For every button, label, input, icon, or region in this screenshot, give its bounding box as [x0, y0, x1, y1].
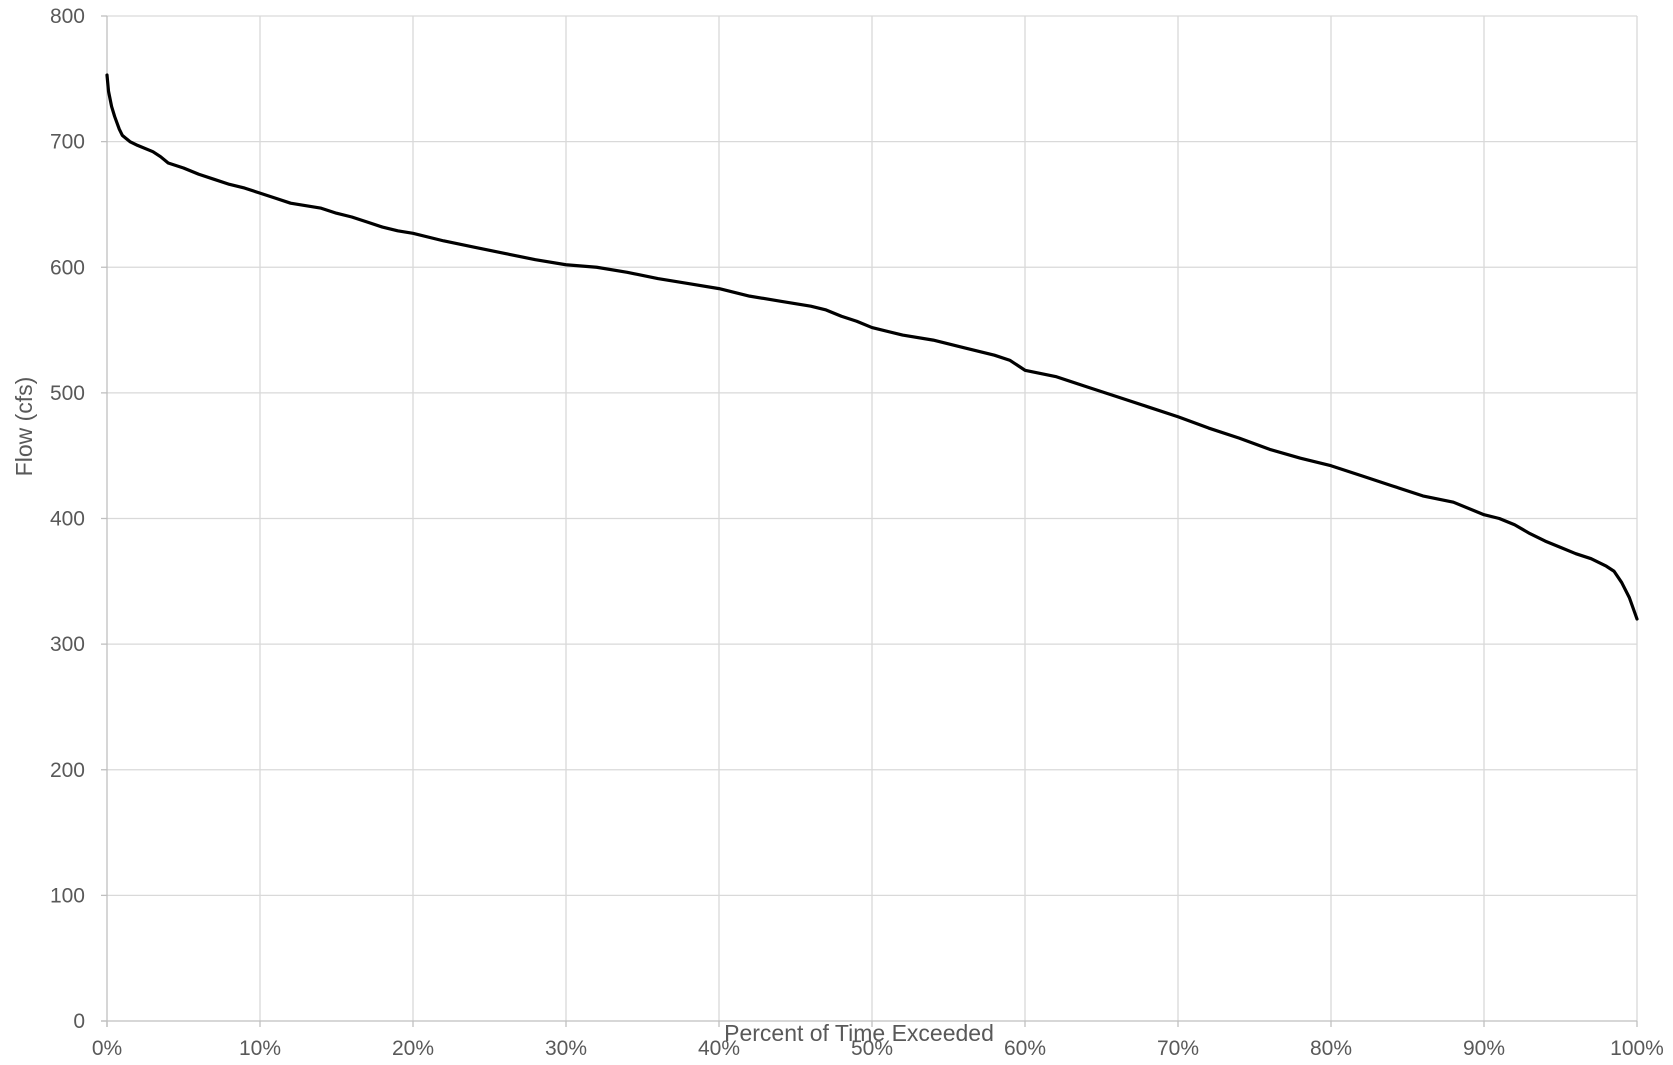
y-tick-label: 100: [50, 884, 85, 907]
x-tick-label: 40%: [698, 1037, 740, 1060]
x-tick-label: 80%: [1310, 1037, 1352, 1060]
series-layer: [105, 73, 1639, 621]
x-tick-label: 100%: [1610, 1037, 1664, 1060]
x-tick-label: 50%: [851, 1037, 893, 1060]
x-tick-label: 90%: [1463, 1037, 1505, 1060]
y-tick-labels: 0 100 200 300 400 500 600 700 800: [50, 5, 85, 1033]
y-tick-label: 400: [50, 508, 85, 531]
y-tick-label: 0: [73, 1010, 85, 1033]
x-tick-label: 10%: [239, 1037, 281, 1060]
x-axis-title: Percent of Time Exceeded: [724, 1020, 994, 1046]
y-tick-label: 600: [50, 256, 85, 279]
axes: [101, 15, 1638, 1027]
y-axis-title: Flow (cfs): [11, 377, 37, 477]
gridlines: [107, 15, 1638, 1021]
x-tick-label: 20%: [392, 1037, 434, 1060]
x-tick-label: 70%: [1157, 1037, 1199, 1060]
y-tick-label: 200: [50, 759, 85, 782]
x-tick-label: 60%: [1004, 1037, 1046, 1060]
x-tick-labels: 0% 10% 20% 30% 40% 50% 60% 70% 80% 90% 100%: [92, 1037, 1664, 1060]
y-tick-label: 300: [50, 633, 85, 656]
y-tick-label: 500: [50, 382, 85, 405]
y-tick-label: 700: [50, 131, 85, 154]
y-tick-label: 800: [50, 5, 85, 28]
x-tick-label: 0%: [92, 1037, 122, 1060]
flow-series-line: [105, 73, 1639, 621]
x-tick-label: 30%: [545, 1037, 587, 1060]
